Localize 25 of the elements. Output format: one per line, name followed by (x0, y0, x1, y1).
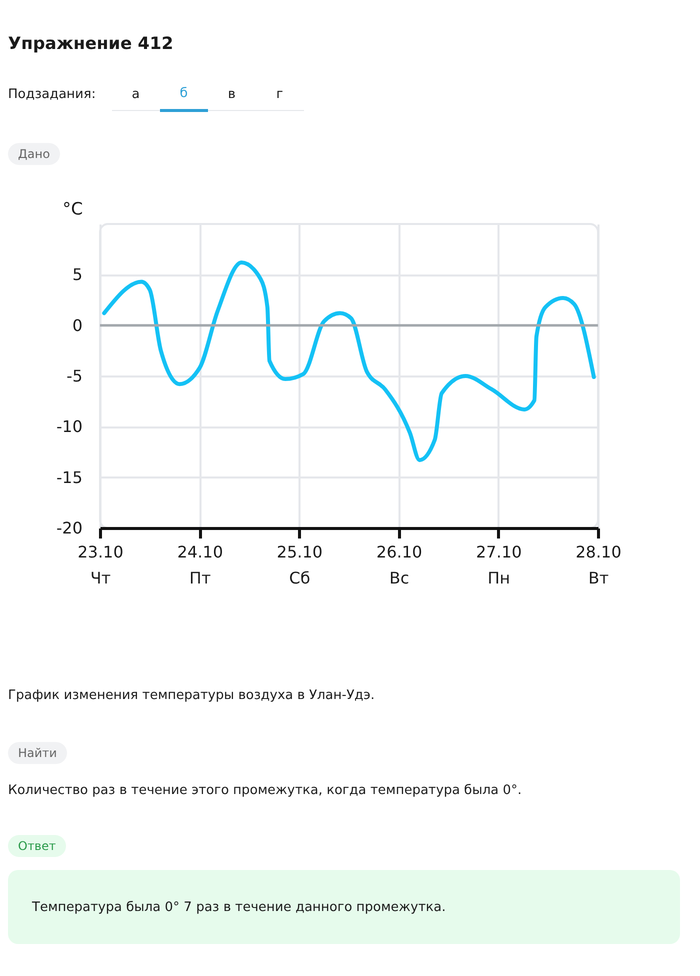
text: Подзадания: (8, 87, 96, 104)
x-tick-label: 24.10 Пт (177, 542, 224, 588)
text: Ответ (8, 835, 66, 857)
text: а (112, 87, 160, 111)
y-tick-label: -10 (56, 417, 82, 436)
text: г (256, 87, 304, 111)
x-tick-label: 26.10 Вс (376, 542, 422, 588)
text: в (208, 87, 256, 111)
x-tick-label: 27.10 Пн (476, 542, 522, 588)
text: Количество раз в течение этого промежутка, когда температура была 0°. (8, 783, 522, 798)
text: б (160, 86, 208, 112)
y-tick-label: 5 (72, 265, 82, 284)
y-tick-label: -5 (66, 366, 82, 386)
text: Температура была 0° 7 раз в течение данного промежутка. (8, 870, 680, 944)
x-tick-label: 23.10 Чт (78, 542, 124, 588)
text: Дано (8, 143, 60, 165)
y-tick-label: -15 (56, 468, 82, 487)
y-tick-label: -20 (56, 518, 82, 538)
text: График изменения температуры воздуха в Улан-Удэ. (8, 688, 375, 703)
chart-title: Упражнение 412 (8, 34, 174, 54)
x-tick-label: 28.10 Вт (576, 542, 622, 588)
y-axis-title: °C (62, 200, 83, 220)
x-tick-label: 25.10 Сб (276, 542, 323, 588)
y-tick-label: 0 (72, 316, 82, 335)
text: Найти (8, 742, 67, 764)
